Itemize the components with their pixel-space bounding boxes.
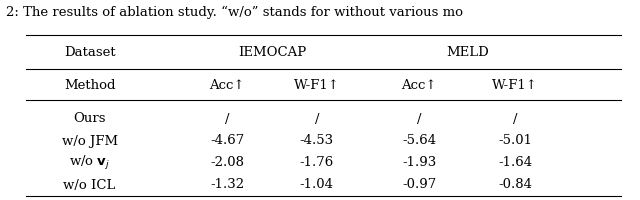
Text: -5.64: -5.64 xyxy=(402,134,436,148)
Text: w/o $\mathbf{v}_j$: w/o $\mathbf{v}_j$ xyxy=(69,154,110,172)
Text: -0.84: -0.84 xyxy=(498,178,532,192)
Text: -4.53: -4.53 xyxy=(300,134,334,148)
Text: Method: Method xyxy=(64,79,115,92)
Text: Dataset: Dataset xyxy=(64,46,115,58)
Text: -0.97: -0.97 xyxy=(402,178,436,192)
Text: /: / xyxy=(417,112,422,126)
Text: Acc↑: Acc↑ xyxy=(209,79,245,92)
Text: /: / xyxy=(225,112,230,126)
Text: -4.67: -4.67 xyxy=(210,134,244,148)
Text: W-F1↑: W-F1↑ xyxy=(294,79,340,92)
Text: 2: The results of ablation study. “w/o” stands for without various mo: 2: The results of ablation study. “w/o” … xyxy=(6,6,463,19)
Text: w/o ICL: w/o ICL xyxy=(63,178,116,192)
Text: -1.76: -1.76 xyxy=(300,156,334,170)
Text: Ours: Ours xyxy=(74,112,106,126)
Text: /: / xyxy=(513,112,518,126)
Text: -5.01: -5.01 xyxy=(498,134,532,148)
Text: /: / xyxy=(314,112,319,126)
Text: -1.93: -1.93 xyxy=(402,156,436,170)
Text: -1.64: -1.64 xyxy=(498,156,532,170)
Text: -2.08: -2.08 xyxy=(210,156,244,170)
Text: Acc↑: Acc↑ xyxy=(401,79,437,92)
Text: -1.04: -1.04 xyxy=(300,178,334,192)
Text: -1.32: -1.32 xyxy=(210,178,244,192)
Text: IEMOCAP: IEMOCAP xyxy=(238,46,306,58)
Text: W-F1↑: W-F1↑ xyxy=(492,79,538,92)
Text: w/o JFM: w/o JFM xyxy=(61,134,118,148)
Text: MELD: MELD xyxy=(446,46,488,58)
